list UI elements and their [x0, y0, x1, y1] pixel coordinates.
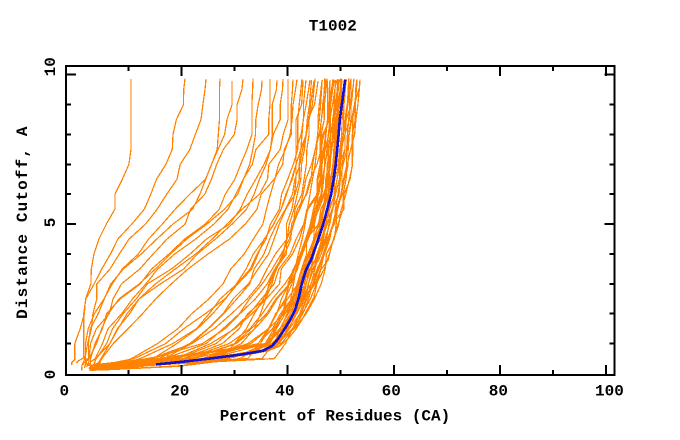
- svg-text:20: 20: [170, 383, 189, 401]
- svg-text:T1002: T1002: [309, 17, 357, 35]
- svg-text:100: 100: [595, 383, 624, 401]
- svg-text:Percent of Residues (CA): Percent of Residues (CA): [220, 408, 450, 426]
- svg-text:Distance Cutoff, A: Distance Cutoff, A: [14, 125, 32, 319]
- svg-text:40: 40: [275, 383, 294, 401]
- svg-text:0: 0: [42, 370, 60, 380]
- svg-text:80: 80: [489, 383, 508, 401]
- svg-text:10: 10: [42, 57, 60, 76]
- svg-text:5: 5: [42, 218, 60, 228]
- svg-text:0: 0: [59, 383, 69, 401]
- svg-text:60: 60: [382, 383, 401, 401]
